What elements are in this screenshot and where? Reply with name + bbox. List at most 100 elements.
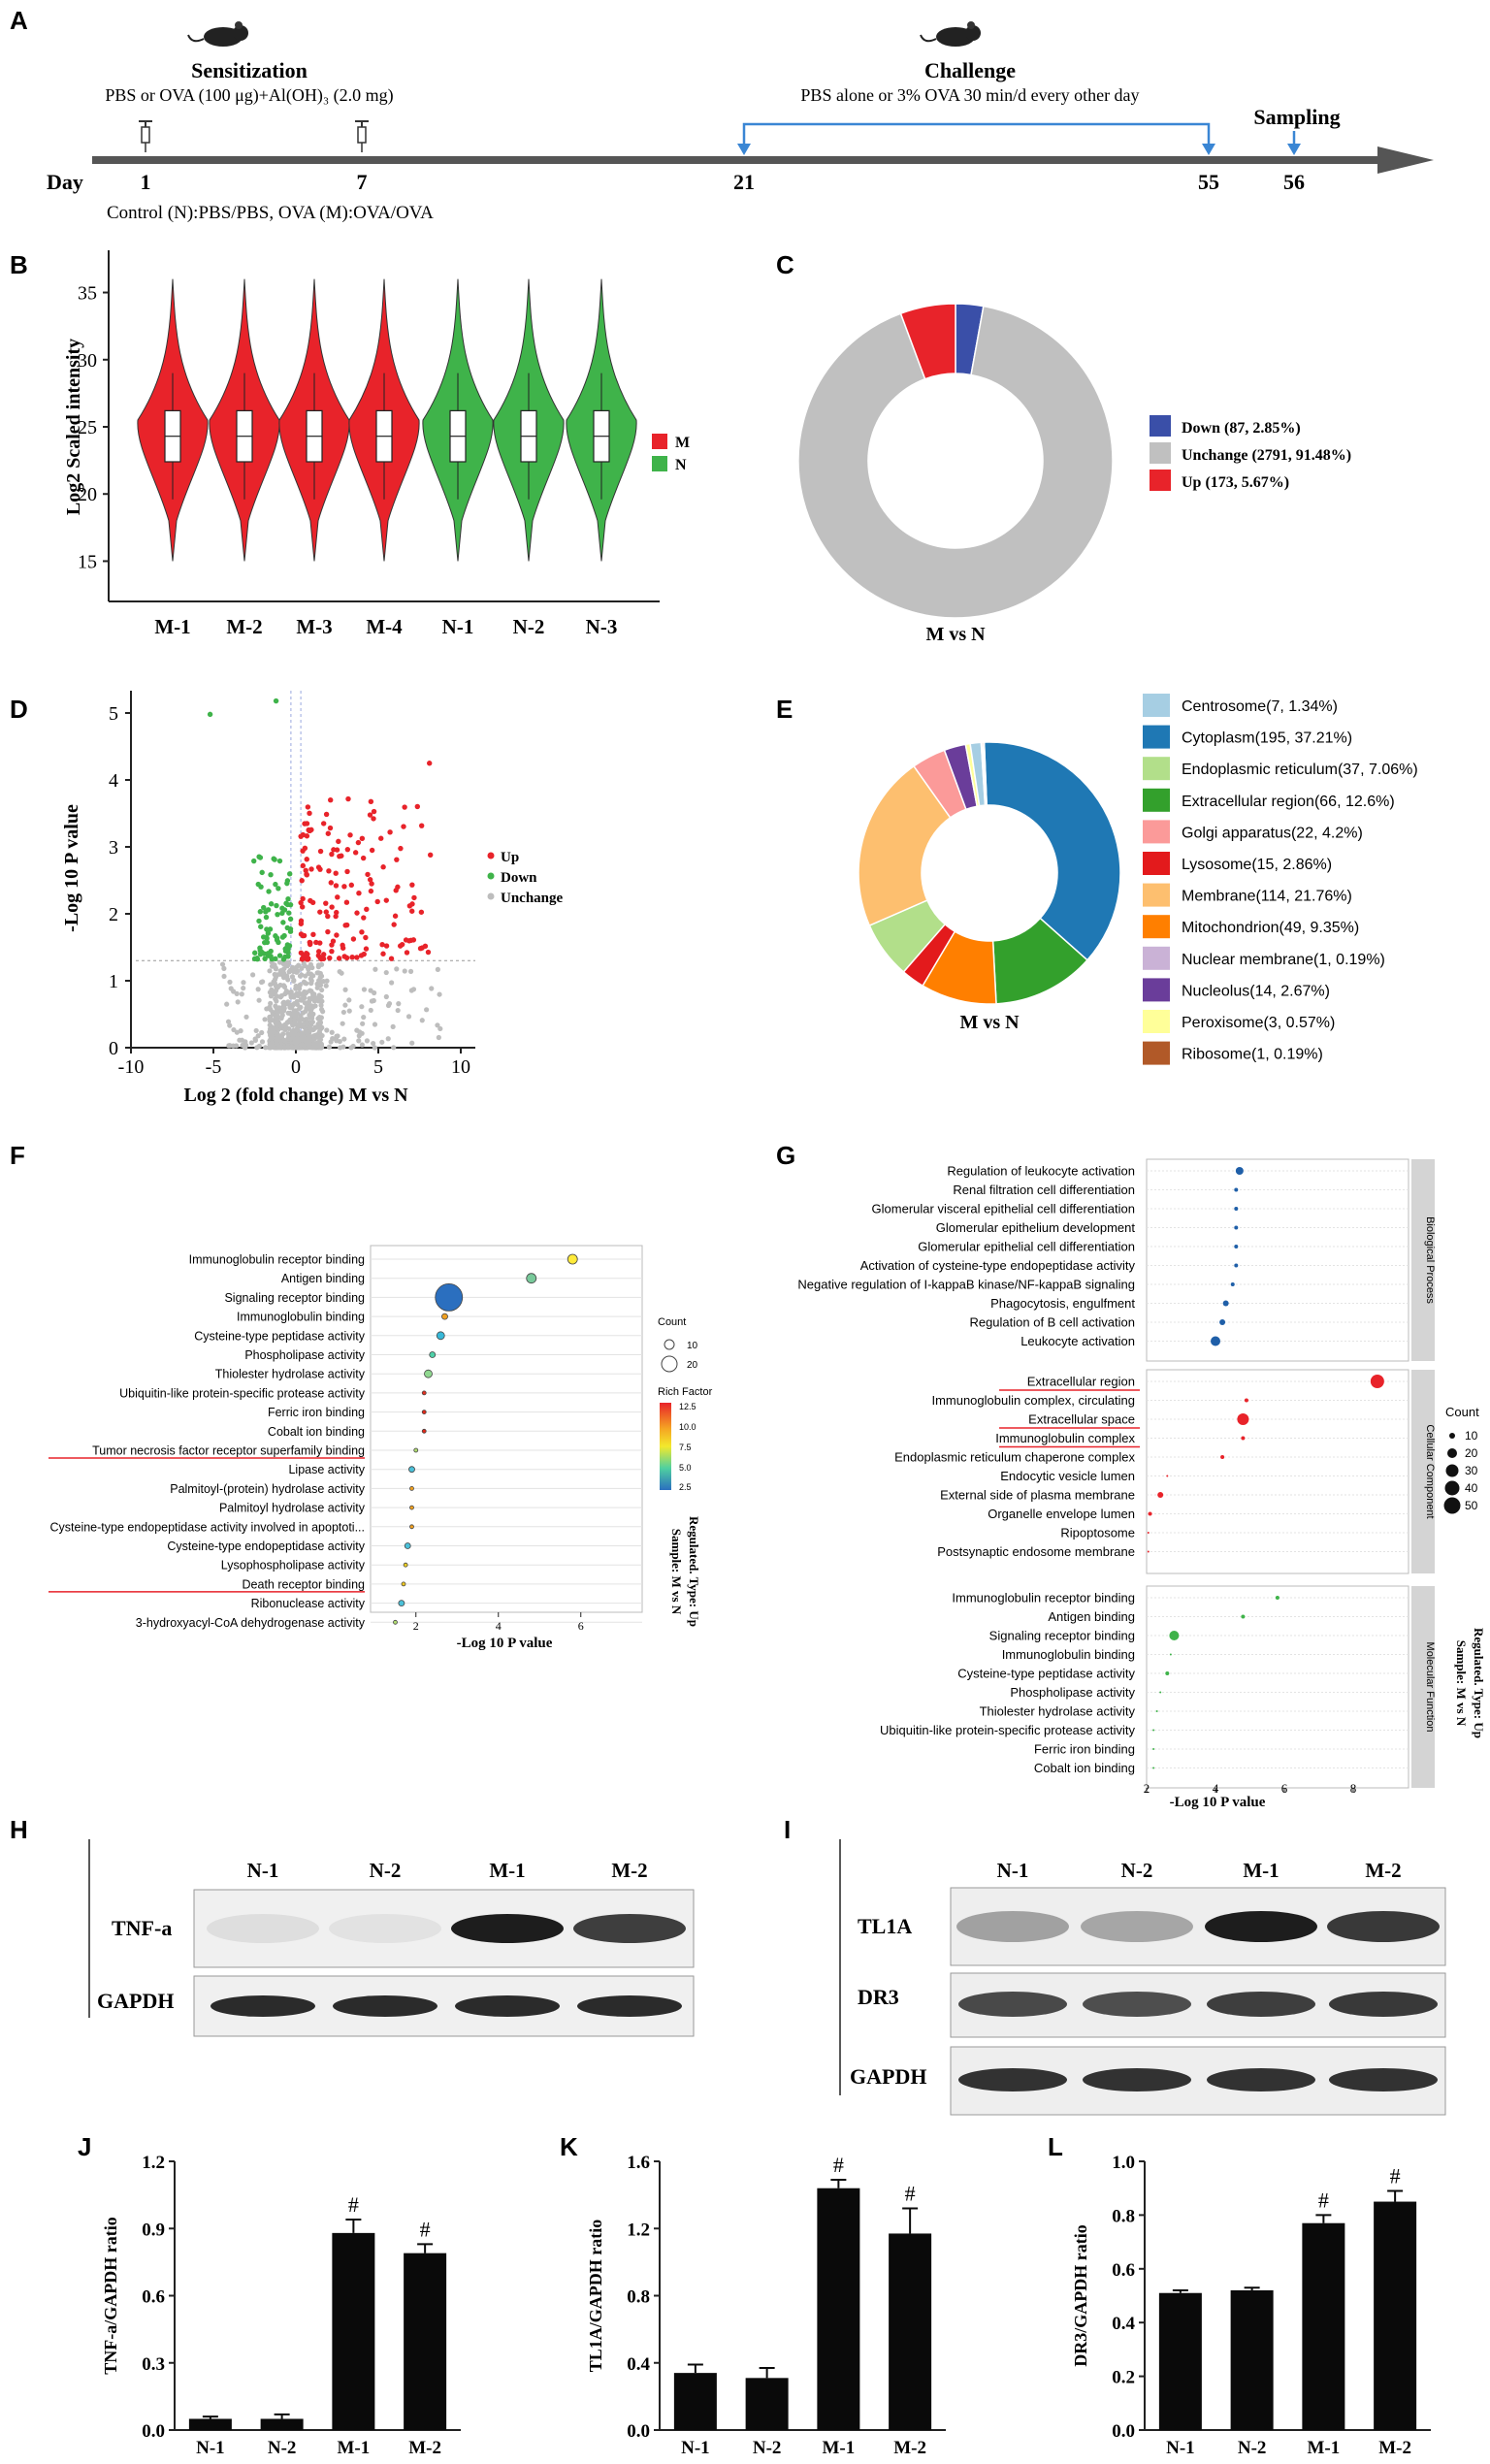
volcano-point-down (287, 916, 294, 923)
legend-label-down: Down (501, 870, 537, 886)
volcano-point (314, 1024, 321, 1030)
volcano-point (250, 972, 256, 978)
legend-swatch (1143, 852, 1170, 875)
volcano-point-up (321, 952, 327, 957)
term-dot (1157, 1492, 1164, 1498)
term-dot (1159, 1691, 1162, 1694)
volcano-point (308, 971, 313, 977)
volcano-points (207, 697, 443, 1051)
term-dot (421, 1410, 427, 1414)
volcano-point (255, 1033, 261, 1039)
volcano-point (256, 997, 262, 1003)
bar (1374, 2201, 1417, 2430)
legend-label: Peroxisome(3, 0.57%) (1182, 1015, 1335, 1031)
volcano-point (315, 970, 321, 976)
significance-mark: # (1318, 2188, 1329, 2212)
volcano-point (277, 968, 283, 974)
volcano-point (284, 963, 291, 969)
x-tick-label: M-4 (366, 615, 403, 638)
volcano-point (314, 985, 320, 990)
volcano-point (224, 1001, 230, 1007)
dot-g: Biological Process Regulation of leukocyt… (797, 1158, 1436, 1796)
volcano-point-up (414, 803, 421, 810)
blot-row-label: TNF-a (112, 1916, 172, 1940)
legend-swatch-m (652, 434, 667, 449)
volcano-point (283, 989, 289, 994)
volcano-point (297, 973, 304, 979)
term-label: Palmitoyl hydrolase activity (219, 1502, 366, 1515)
volcano-point (259, 1029, 265, 1036)
volcano-point (243, 1039, 248, 1045)
count-circle-10 (664, 1339, 675, 1350)
dot-f-frame (370, 1245, 643, 1613)
volcano-point-down (273, 881, 278, 888)
y-tick-label: 0.3 (142, 2354, 165, 2375)
volcano-point-up (336, 956, 342, 961)
volcano-point (360, 1021, 366, 1026)
volcano-point (287, 1004, 293, 1011)
volcano-point-up (350, 936, 357, 942)
timeline-axis (92, 156, 1382, 164)
legend-dot-unchange (487, 892, 495, 900)
legend-label: Nucleolus(14, 2.67%) (1182, 983, 1330, 999)
volcano-point (316, 1029, 322, 1035)
volcano-point (269, 987, 275, 992)
lane-label: N-1 (247, 1859, 279, 1882)
blot-band (958, 2068, 1067, 2091)
x-tick-label: M-2 (408, 2438, 441, 2458)
volcano-point-down (275, 911, 280, 918)
volcano-point (361, 987, 368, 992)
term-dot (1244, 1398, 1248, 1403)
legend-label-unchange: Unchange (2791, 91.48%) (1182, 447, 1351, 464)
volcano-point-up (368, 798, 374, 805)
volcano-point (308, 1006, 314, 1012)
term-dot (398, 1600, 405, 1606)
volcano-point (379, 1039, 385, 1045)
volcano-point (324, 1027, 330, 1033)
term-dot (1275, 1596, 1279, 1600)
volcano-point (274, 1011, 279, 1018)
blot-band (1327, 1911, 1440, 1942)
volcano-point (243, 1045, 248, 1051)
term-dot (1148, 1511, 1152, 1516)
volcano-point (317, 1045, 323, 1051)
volcano-point (285, 1031, 291, 1037)
volcano-point-up (407, 937, 414, 944)
volcano-point (238, 1028, 243, 1034)
term-label: Immunoglobulin complex, circulating (931, 1393, 1135, 1408)
volcano-point (221, 973, 227, 980)
volcano-point (302, 962, 308, 969)
volcano-point (268, 1000, 274, 1006)
legend-swatch (1143, 883, 1170, 907)
volcano-point-up (325, 830, 332, 836)
volcano-point (295, 992, 301, 999)
volcano-point (315, 962, 322, 968)
volcano-point (241, 980, 246, 986)
volcano-legend: Up Down Unchange (487, 850, 564, 906)
donut-slice (858, 764, 952, 927)
volcano-point (319, 1032, 325, 1039)
x-tick-label: N-1 (442, 615, 474, 638)
volcano-point (436, 1034, 441, 1041)
dot-f-side-label-2: Regulated. Type: Up (687, 1516, 701, 1627)
y-tick-label: 5 (109, 703, 118, 725)
legend-label: Extracellular region(66, 12.6%) (1182, 794, 1395, 810)
dot-f-side-label-1: Sample: M vs N (669, 1529, 684, 1615)
term-dot (409, 1486, 414, 1491)
volcano-point (389, 980, 395, 986)
count-label: 20 (1465, 1446, 1478, 1460)
term-label: Lysophospholipase activity (221, 1559, 366, 1572)
y-tick-label: 0.6 (142, 2287, 165, 2308)
volcano-point-up (417, 946, 424, 952)
x-tick-label: 0 (291, 1056, 301, 1078)
term-label: Immunoglobulin complex (995, 1431, 1135, 1445)
term-label: Tumor necrosis factor receptor superfami… (92, 1444, 365, 1458)
volcano-point-up (298, 899, 304, 906)
volcano-point (338, 1045, 343, 1051)
blot-band (577, 1995, 682, 2017)
panel-label-j: J (78, 2132, 91, 2161)
group-strip-label: Cellular Component (1424, 1424, 1436, 1518)
lane-label: M-1 (489, 1859, 525, 1882)
term-label: Glomerular epithelium development (936, 1220, 1136, 1235)
panel-label-h: H (10, 1815, 28, 1844)
